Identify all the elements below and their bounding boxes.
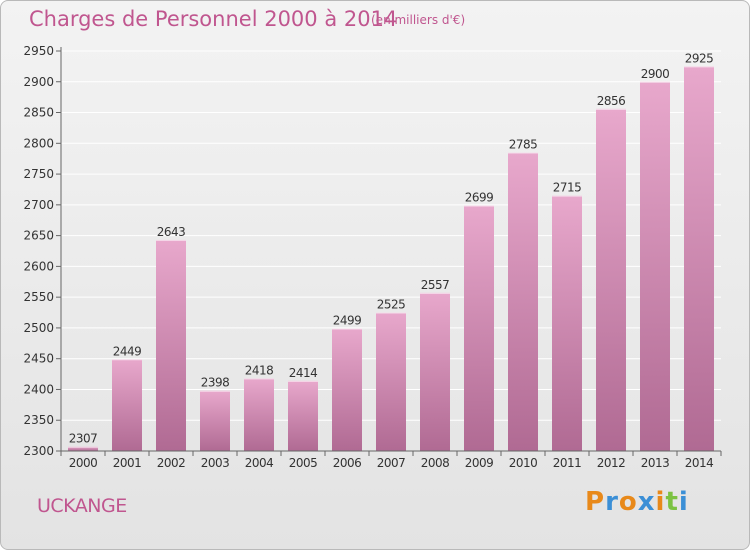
x-tick-label-2011: 2011 xyxy=(553,456,582,470)
data-label-2007: 2525 xyxy=(377,298,406,312)
data-labels: 2307 2449 2643 2398 2418 2414 2499 2525 2557 2699… xyxy=(69,51,714,445)
y-tick-label: 2550 xyxy=(23,290,54,304)
x-tick-label-2009: 2009 xyxy=(465,456,494,470)
y-tick-label: 2650 xyxy=(23,229,54,243)
logo-letter: i xyxy=(655,487,666,517)
bar-2005 xyxy=(288,380,318,451)
y-tick-label: 2600 xyxy=(23,259,54,273)
bars xyxy=(68,66,714,452)
data-label-2013: 2900 xyxy=(641,67,670,81)
x-tick-label-2012: 2012 xyxy=(597,456,626,470)
bar-2014 xyxy=(684,66,714,451)
x-tick-label-2010: 2010 xyxy=(509,456,538,470)
proxiti-logo: Proxiti xyxy=(585,487,689,517)
data-label-2014: 2925 xyxy=(685,51,714,65)
city-name: UCKANGE xyxy=(37,495,127,517)
logo-letter: i xyxy=(678,487,689,517)
bar-2010 xyxy=(508,152,538,452)
data-label-2002: 2643 xyxy=(157,225,186,239)
data-label-2005: 2414 xyxy=(289,366,318,380)
x-tick-label-2008: 2008 xyxy=(421,456,450,470)
chart-unit: (en milliers d'€) xyxy=(371,13,466,27)
data-label-2001: 2449 xyxy=(113,344,142,358)
x-tick-label-2000: 2000 xyxy=(69,456,98,470)
x-tick-label-2013: 2013 xyxy=(641,456,670,470)
y-tick-label: 2350 xyxy=(23,413,54,427)
y-tick-label: 2950 xyxy=(23,44,54,58)
x-tick-label-2002: 2002 xyxy=(157,456,186,470)
x-tick-label-2003: 2003 xyxy=(201,456,230,470)
bar-2013 xyxy=(640,81,670,452)
bar-2009 xyxy=(464,205,494,451)
bar-2008 xyxy=(420,292,450,451)
bar-2011 xyxy=(552,195,582,451)
y-tick-label: 2450 xyxy=(23,352,54,366)
bar-2000 xyxy=(68,446,98,451)
axes: 2300 2350 2400 2450 2500 2550 2600 2650 2700 2750… xyxy=(23,44,722,470)
logo-letter: r xyxy=(605,487,619,517)
bar-2001 xyxy=(112,359,142,451)
y-tick-label: 2750 xyxy=(23,167,54,181)
x-tick-label-2006: 2006 xyxy=(333,456,362,470)
logo-letter: x xyxy=(637,487,656,517)
data-label-2000: 2307 xyxy=(69,432,98,446)
y-tick-label: 2300 xyxy=(23,444,54,458)
y-tick-label: 2850 xyxy=(23,106,54,120)
data-label-2010: 2785 xyxy=(509,138,538,152)
data-label-2009: 2699 xyxy=(465,190,494,204)
data-label-2012: 2856 xyxy=(597,94,626,108)
x-tick-label-2004: 2004 xyxy=(245,456,274,470)
data-label-2008: 2557 xyxy=(421,278,450,292)
bar-2007 xyxy=(376,312,406,451)
bar-2002 xyxy=(156,239,186,451)
logo-letter: P xyxy=(585,487,606,517)
chart-title: Charges de Personnel 2000 à 2014 xyxy=(29,7,398,31)
data-label-2004: 2418 xyxy=(245,363,274,377)
data-label-2006: 2499 xyxy=(333,314,362,328)
bar-2004 xyxy=(244,378,274,451)
y-tick-label: 2700 xyxy=(23,198,54,212)
data-label-2011: 2715 xyxy=(553,181,582,195)
logo-letter: o xyxy=(618,487,638,517)
y-tick-label: 2800 xyxy=(23,136,54,150)
x-tick-label-2005: 2005 xyxy=(289,456,318,470)
logo-letter: t xyxy=(665,487,679,517)
x-tick-label-2001: 2001 xyxy=(113,456,142,470)
y-tick-label: 2400 xyxy=(23,382,54,396)
x-tick-label-2014: 2014 xyxy=(685,456,714,470)
bar-2012 xyxy=(596,108,626,451)
bar-2003 xyxy=(200,390,230,451)
bar-2006 xyxy=(332,328,362,451)
y-tick-label: 2500 xyxy=(23,321,54,335)
x-tick-label-2007: 2007 xyxy=(377,456,406,470)
data-label-2003: 2398 xyxy=(201,376,230,390)
y-tick-label: 2900 xyxy=(23,75,54,89)
